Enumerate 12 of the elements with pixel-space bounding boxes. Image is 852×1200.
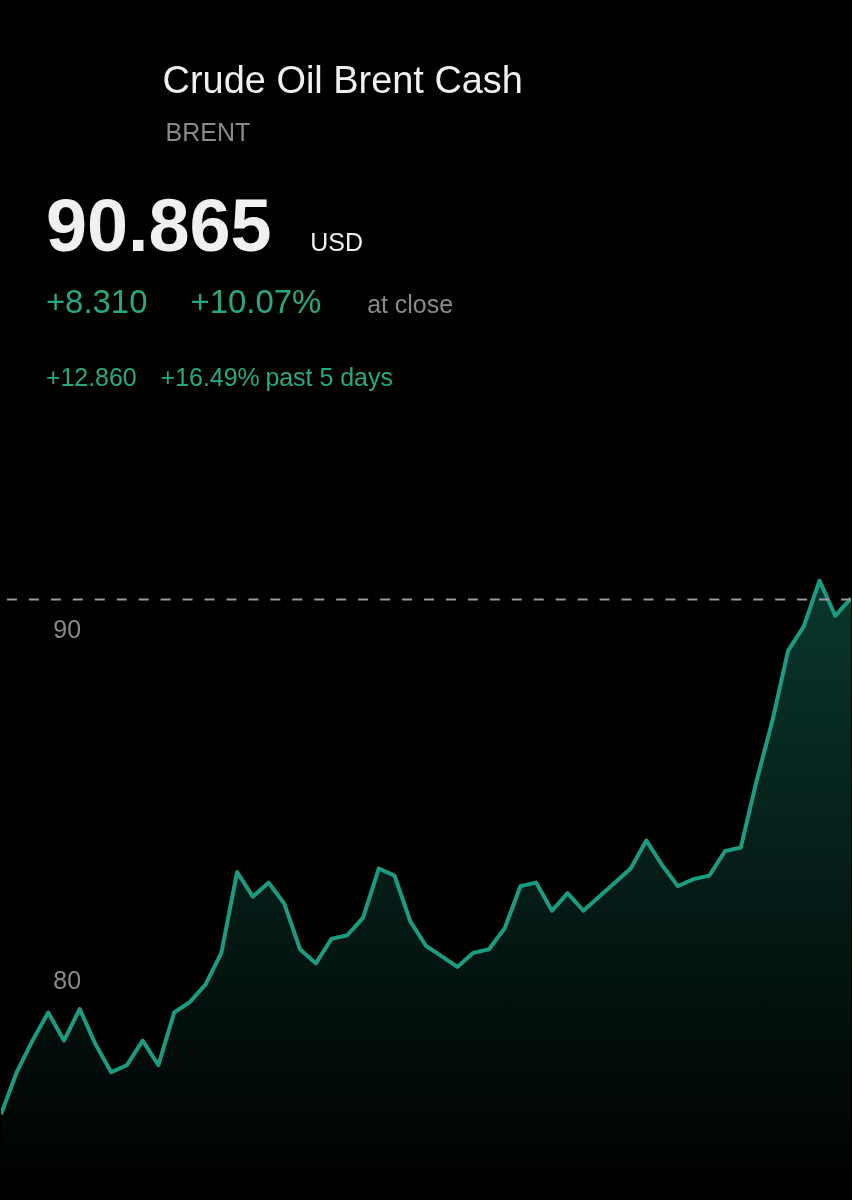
annotation: 90.865 [45, 183, 272, 267]
annotation: +10.07% [190, 282, 322, 320]
annotation: +16.49% [160, 362, 260, 391]
text: Crude Oil Brent Cash [162, 59, 523, 102]
annotation: +12.860 [45, 362, 137, 391]
annotation: past 5 days [265, 362, 393, 391]
annotation: at close [367, 289, 454, 318]
y-tick-label: 80 [53, 966, 82, 995]
annotation: +8.310 [45, 282, 148, 320]
annotation: USD [310, 227, 363, 256]
text: BRENT [165, 118, 251, 147]
y-tick-label: 90 [53, 615, 82, 644]
